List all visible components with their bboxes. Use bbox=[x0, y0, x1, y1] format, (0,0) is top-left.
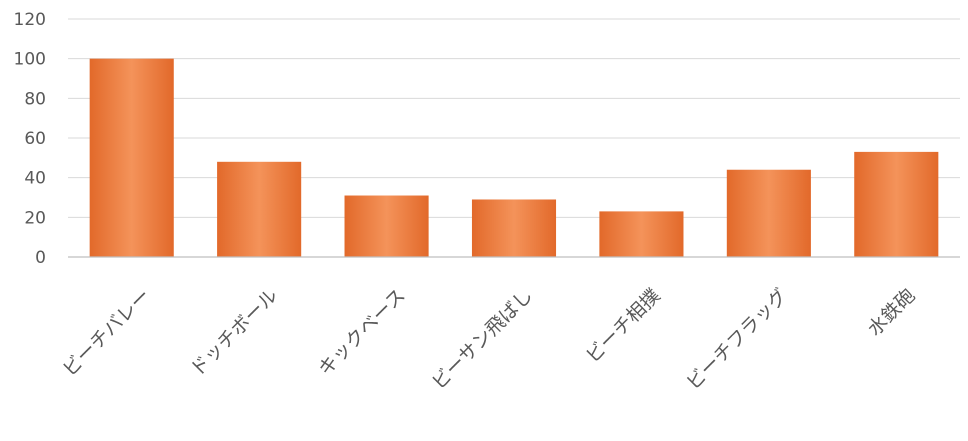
bars bbox=[89, 58, 939, 257]
bar bbox=[217, 161, 302, 257]
bar bbox=[471, 199, 557, 257]
x-category-label: ドッチボール bbox=[186, 285, 282, 381]
y-tick-label: 40 bbox=[24, 169, 46, 189]
bar bbox=[344, 195, 429, 257]
y-tick-label: 20 bbox=[24, 208, 46, 228]
bar bbox=[726, 169, 811, 257]
x-category-label: 水鉄砲 bbox=[864, 285, 920, 341]
y-tick-label: 100 bbox=[14, 50, 46, 70]
y-tick-label: 80 bbox=[24, 89, 46, 109]
y-tick-label: 60 bbox=[24, 129, 46, 149]
x-axis-category-labels: ビーチバレー ドッチボール キックベース ビーサン飛ばし ビーチ相撲 ビーチフラッグ 水鉄砲 bbox=[59, 285, 920, 395]
x-category-label: ビーチ相撲 bbox=[582, 285, 665, 368]
x-category-label: ビーチバレー bbox=[59, 285, 155, 381]
bar bbox=[854, 151, 939, 257]
x-category-label: ビーサン飛ばし bbox=[428, 285, 537, 394]
x-category-label: ビーチフラッグ bbox=[682, 285, 792, 395]
x-category-label: キックベース bbox=[314, 285, 410, 381]
y-tick-label: 0 bbox=[35, 248, 46, 268]
bar bbox=[599, 211, 684, 257]
y-tick-label: 120 bbox=[14, 10, 46, 30]
bar bbox=[89, 58, 174, 257]
gridlines bbox=[68, 18, 960, 218]
y-axis-tick-labels: 0 20 40 60 80 100 120 bbox=[14, 10, 46, 268]
